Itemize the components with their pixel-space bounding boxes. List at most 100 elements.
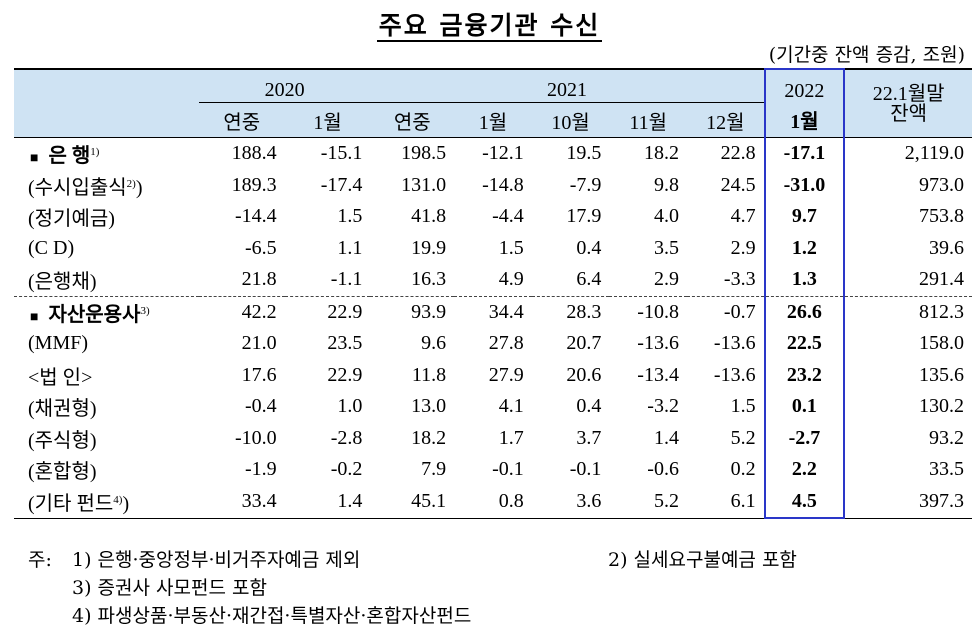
note-prefix: 주:: [28, 549, 52, 571]
year-2020-header: 2020: [198, 69, 371, 103]
bullet-square-icon: ■: [30, 151, 39, 167]
cell-value: -13.6: [713, 363, 756, 386]
cell-value: 9.6: [421, 332, 447, 355]
cell-value: -10.8: [609, 295, 687, 328]
cell-value: 0.8: [454, 485, 532, 519]
table-body: ■ 은 행1) 188.4 -15.1 198.5 -12.1 19.5 18.2 22.8 -1…: [14, 137, 972, 519]
cell-highlight: -17.1: [763, 137, 846, 170]
cell-value: 27.9: [488, 363, 524, 386]
cell-value: -4.4: [492, 205, 524, 228]
cell-value: 93.9: [370, 295, 455, 328]
cell-value: -1.1: [330, 268, 363, 291]
cell-value: -0.1: [492, 458, 524, 481]
table-row: (혼합형) -1.9 -0.2 7.9 -0.1 -0.1 -0.6 0.2 2.2 33.5: [14, 454, 972, 486]
cell-value: 188.4: [231, 142, 277, 165]
cell-value: 28.3: [531, 295, 610, 328]
cell-value: 16.3: [411, 268, 447, 291]
row-label: (기타 펀드4)): [14, 485, 199, 519]
cell-value: -3.3: [723, 268, 756, 291]
cell-value: -1.9: [244, 458, 277, 481]
cell-value: 33.4: [198, 485, 285, 519]
cell-value: -0.6: [647, 458, 679, 481]
row-label: (주식형): [14, 423, 199, 455]
cell-value: 11.8: [411, 363, 447, 386]
row-label-text: (기타 펀드: [28, 493, 114, 515]
table-row: (주식형) -10.0 -2.8 18.2 1.7 3.7 1.4 5.2 -2.7 93.2: [14, 422, 972, 455]
row-label-text: (정기예금): [28, 208, 115, 231]
cell-highlight: 1.2: [763, 232, 846, 264]
cell-value: 18.2: [643, 142, 679, 165]
cell-value: 1.4: [284, 485, 371, 519]
cell-value: 198.5: [401, 142, 447, 165]
year-2021-header: 2021: [370, 69, 765, 103]
cell-value: -13.6: [713, 332, 756, 355]
cell-value: 4.9: [498, 268, 524, 291]
cell-balance: 753.8: [919, 205, 964, 228]
note-2: 2) 실세요구불예금 포함: [608, 549, 797, 571]
row-label-text: (수시입출식: [28, 176, 127, 199]
cell-balance: 158.0: [919, 332, 964, 355]
cell-value: -0.4: [244, 395, 277, 418]
row-label-text: (혼합형): [28, 461, 97, 484]
row-label: (정기예금): [14, 201, 199, 233]
cell-value: 0.4: [576, 236, 602, 259]
cell-value: 4.7: [730, 205, 756, 228]
cell-value: -3.2: [647, 395, 679, 418]
note-4: 4) 파생상품·부동산·재간접·특별자산·혼합자산펀드: [72, 605, 472, 627]
cell-balance: 39.6: [929, 236, 964, 259]
row-label-text: (채권형): [28, 398, 97, 421]
table-row: (은행채) 21.8 -1.1 16.3 4.9 6.4 2.9 -3.3 1.3 291.4: [14, 264, 972, 296]
header-blank: [14, 69, 199, 138]
cell-balance: 397.3: [844, 485, 972, 519]
cell-highlight: 22.5: [763, 328, 846, 360]
row-label: (C D): [14, 233, 199, 265]
note-1: 1) 은행·중앙정부·비거주자예금 제외: [72, 549, 361, 571]
cell-value: 42.2: [198, 295, 285, 328]
cell-value: -13.4: [637, 363, 679, 386]
cell-value: -0.7: [686, 295, 765, 328]
cell-value: 21.0: [241, 332, 277, 355]
cell-value: 34.4: [454, 295, 532, 328]
cell-value: -7.9: [569, 173, 602, 196]
row-label-text: (주식형): [28, 429, 97, 452]
cell-value: -15.1: [320, 142, 363, 165]
row-label: (채권형): [14, 391, 199, 423]
cell-value: 45.1: [370, 485, 455, 519]
table-row: (수시입출식2)) 189.3 -17.4 131.0 -14.8 -7.9 9.8 24.5…: [14, 169, 972, 202]
unit-label: (기간중 잔액 증감, 조원): [768, 44, 965, 66]
cell-value: 1.4: [653, 426, 679, 449]
cell-value: 1.5: [498, 236, 524, 259]
cell-balance: 973.0: [919, 173, 964, 196]
row-label-text: <법 인>: [28, 366, 93, 389]
col-header: 11월: [609, 102, 687, 138]
cell-value: 24.5: [720, 173, 756, 196]
cell-value: 4.0: [653, 205, 679, 228]
balance-header: 22.1월말 잔액: [844, 69, 972, 138]
cell-balance: 135.6: [919, 363, 964, 386]
cell-value: 4.1: [498, 395, 524, 418]
cell-value: 21.8: [241, 268, 277, 291]
cell-value: 6.4: [576, 268, 602, 291]
cell-value: -14.8: [482, 173, 524, 196]
cell-balance: 291.4: [919, 268, 964, 291]
cell-value: 3.6: [531, 485, 610, 519]
cell-value: 5.2: [730, 426, 756, 449]
cell-value: 20.6: [566, 363, 602, 386]
row-label-text: (MMF): [28, 332, 89, 355]
footnote-ref: 3): [140, 304, 150, 317]
cell-highlight: -2.7: [763, 422, 846, 454]
cell-balance: 2,119.0: [904, 142, 964, 165]
cell-value: -12.1: [482, 142, 524, 165]
col-header: 연중: [370, 102, 455, 138]
row-label: (수시입출식2)): [14, 170, 199, 202]
cell-value: -0.2: [330, 458, 363, 481]
cell-value: 22.9: [284, 295, 371, 328]
deposits-table: 2020 2021 2022 22.1월말 잔액 연중 1월 연중 1월 10월 …: [14, 68, 972, 519]
cell-highlight: 26.6: [763, 295, 846, 328]
note-3: 3) 증권사 사모펀드 포함: [72, 577, 267, 599]
row-label-suffix: ): [135, 176, 143, 199]
cell-value: 18.2: [411, 426, 447, 449]
cell-value: 1.7: [498, 426, 524, 449]
cell-value: 6.1: [686, 485, 765, 519]
cell-balance: 130.2: [919, 395, 964, 418]
